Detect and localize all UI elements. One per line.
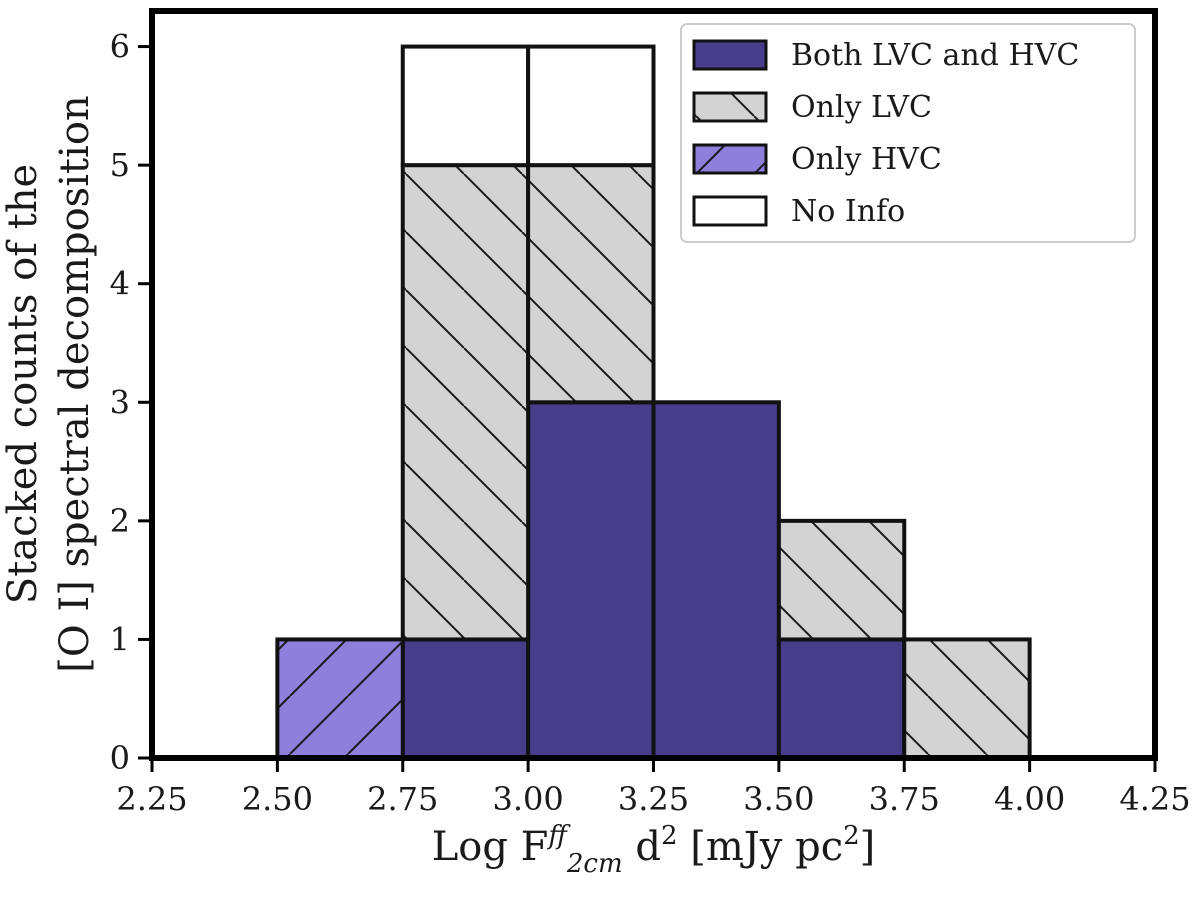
legend-label: Only HVC: [791, 142, 942, 177]
y-tick-label: 6: [110, 28, 130, 66]
bar-no-info-bin-2-outline: [526, 44, 656, 168]
bar-no-info-bin-2: [528, 46, 654, 166]
legend-label: No Info: [791, 194, 905, 229]
bar-only-lvc-bin-5-hatch: [904, 639, 1030, 758]
bar-only-lvc-bin-4-outline: [776, 518, 907, 642]
legend-swatch-only-lvc-hatch: [694, 93, 766, 121]
bar-both-lvc-and-hvc-bin-4: [778, 639, 905, 758]
x-tick-label: 2.25: [116, 780, 187, 818]
bar-no-info-bin-1: [402, 46, 529, 166]
legend-label: Both LVC and HVC: [791, 38, 1079, 73]
y-tick-label: 0: [110, 739, 130, 777]
x-tick-label: 3.50: [743, 780, 814, 818]
y-axis-label-line-2: Stacked counts of the: [0, 164, 46, 604]
ticks-layer: 2.25 2.50 2.75 3.00 3.25 3.50 3.75 4.00 4.25 0 1 2 3…: [110, 28, 1191, 818]
legend-swatch-only-lvc-outline: [692, 91, 768, 123]
x-tick-label: 3.00: [493, 780, 564, 818]
y-tick-label: 1: [110, 620, 130, 658]
legend: Both LVC and HVC Only LVC Only HVC No Info: [680, 23, 1136, 243]
y-tick-label: 3: [110, 383, 130, 421]
x-tick-label: 3.75: [869, 780, 940, 818]
x-tick-label: 2.75: [367, 780, 438, 818]
y-tick-label: 5: [110, 146, 130, 184]
x-axis-label: Log Fff2cm d2 [mJy pc2]: [432, 821, 876, 879]
x-tick-label: 4.00: [994, 780, 1065, 818]
bars-layer: [275, 44, 1032, 761]
bar-both-lvc-and-hvc-bin-1: [402, 639, 529, 758]
legend-label: Only LVC: [791, 90, 932, 125]
bar-only-lvc-bin-2-hatch: [528, 165, 654, 403]
x-tick-label: 3.25: [618, 780, 689, 818]
x-tick-label: 2.50: [242, 780, 313, 818]
bar-only-lvc-bin-4-hatch: [778, 520, 905, 640]
y-axis-label-line-1: [O I] spectral decomposition: [52, 95, 98, 672]
plot-frame: [149, 8, 1158, 761]
x-tick-label: 4.25: [1119, 780, 1190, 818]
bar-both-lvc-and-hvc-bin-3: [653, 402, 779, 758]
legend-swatch-no-info-outline: [692, 195, 768, 227]
y-tick-label: 4: [110, 265, 130, 303]
axis-labels: Log Fff2cm d2 [mJy pc2] [O I] spectral de…: [0, 95, 875, 879]
bar-only-hvc-bin-0-hatch: [277, 639, 403, 758]
y-tick-label: 2: [110, 502, 130, 540]
bar-both-lvc-and-hvc-bin-2: [528, 402, 654, 758]
legend-box: [680, 23, 1136, 243]
legend-swatch-both-lvc-and-hvc-outline: [692, 39, 768, 71]
legend-swatch-both-lvc-and-hvc: [694, 41, 766, 69]
legend-swatch-no-info: [694, 197, 766, 225]
legend-swatch-only-hvc-outline: [692, 143, 768, 175]
legend-swatch-only-hvc-hatch: [694, 145, 766, 173]
bar-only-lvc-bin-1-hatch: [402, 165, 529, 640]
